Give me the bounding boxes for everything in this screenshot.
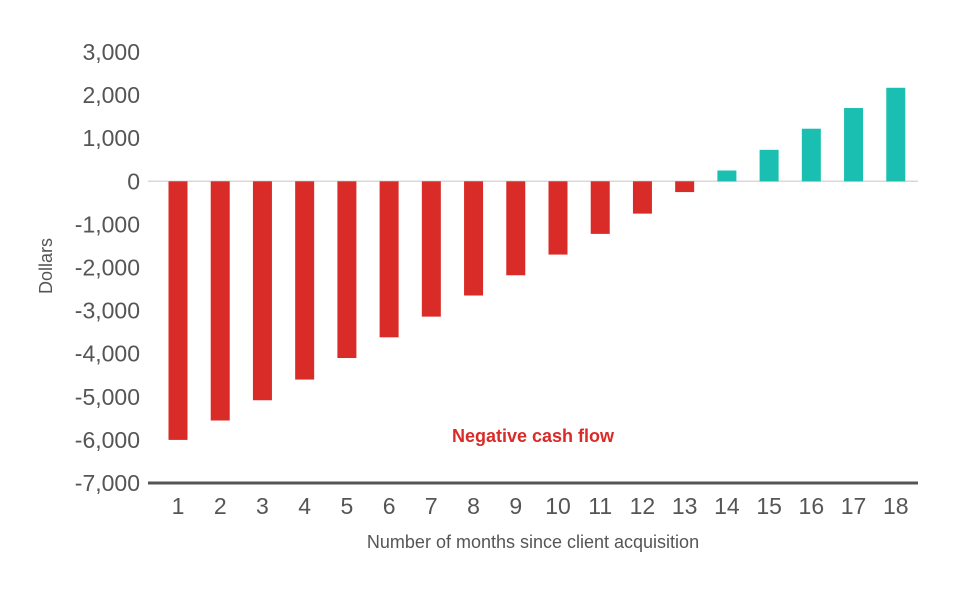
x-tick-label: 14 [714, 493, 740, 519]
bar-month-14 [717, 170, 737, 182]
y-tick-label: -7,000 [75, 470, 140, 496]
x-tick-label: 11 [588, 493, 612, 519]
bar-month-6 [379, 181, 399, 338]
bar-month-1 [168, 181, 188, 440]
y-axis-title: Dollars [36, 238, 56, 294]
bar-month-18 [886, 87, 906, 182]
y-tick-label: -6,000 [75, 427, 140, 453]
negative-cash-flow-annotation: Negative cash flow [452, 426, 615, 446]
bar-month-3 [252, 181, 272, 401]
bar-month-4 [295, 181, 315, 380]
y-tick-labels: 3,000 2,000 1,000 0 -1,000 -2,000 -3,000 -4,000… [75, 39, 140, 496]
bar-month-17 [844, 108, 864, 182]
x-tick-label: 8 [467, 493, 480, 519]
bar-month-13 [675, 181, 695, 193]
bar-month-9 [506, 181, 526, 276]
y-tick-label: 3,000 [82, 39, 140, 65]
x-tick-label: 5 [340, 493, 353, 519]
x-tick-label: 3 [256, 493, 269, 519]
x-tick-label: 15 [756, 493, 782, 519]
x-tick-label: 2 [214, 493, 227, 519]
bar-month-8 [464, 181, 484, 296]
bar-month-7 [421, 181, 441, 317]
bar-month-11 [590, 181, 610, 234]
y-tick-label: 0 [127, 168, 140, 194]
x-tick-label: 12 [630, 493, 656, 519]
bar-month-15 [759, 149, 779, 182]
x-tick-label: 7 [425, 493, 438, 519]
y-tick-label: 2,000 [82, 82, 140, 108]
bar-month-16 [801, 128, 821, 182]
bar-month-10 [548, 181, 568, 255]
x-tick-label: 10 [545, 493, 571, 519]
x-tick-label: 4 [298, 493, 311, 519]
y-tick-label: -4,000 [75, 341, 140, 367]
y-tick-label: -2,000 [75, 255, 140, 281]
y-tick-label: -5,000 [75, 384, 140, 410]
x-tick-label: 13 [672, 493, 698, 519]
x-tick-label: 16 [799, 493, 825, 519]
x-tick-labels: 1 2 3 4 5 6 7 8 9 10 11 12 13 14 15 16 17 18 [172, 493, 909, 519]
x-tick-label: 18 [883, 493, 909, 519]
x-tick-label: 1 [172, 493, 185, 519]
x-tick-label: 17 [841, 493, 867, 519]
bars [168, 87, 906, 440]
y-tick-label: -1,000 [75, 211, 140, 237]
bar-month-5 [337, 181, 357, 359]
x-tick-label: 6 [383, 493, 396, 519]
bar-month-2 [210, 181, 230, 421]
y-tick-label: 1,000 [82, 125, 140, 151]
x-axis-title: Number of months since client acquisitio… [367, 532, 699, 552]
x-tick-label: 9 [509, 493, 522, 519]
bar-month-12 [632, 181, 652, 214]
y-tick-label: -3,000 [75, 298, 140, 324]
